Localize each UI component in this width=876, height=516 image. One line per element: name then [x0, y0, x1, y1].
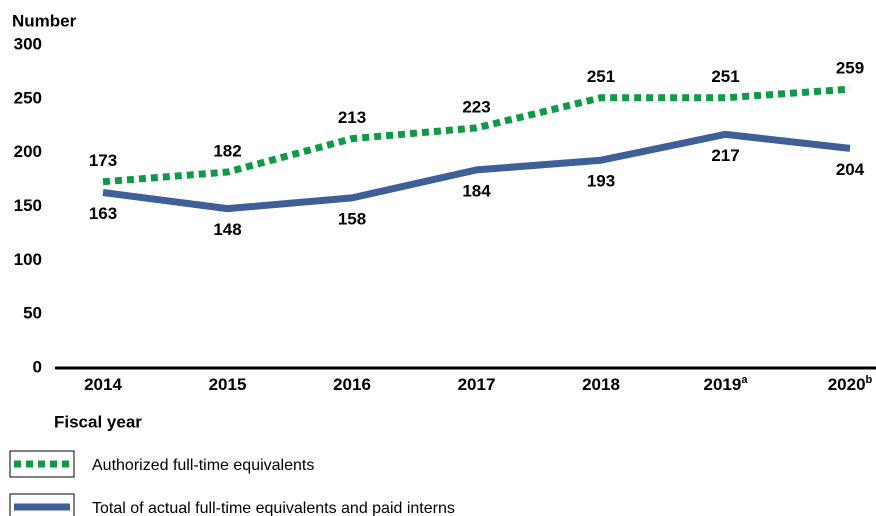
data-label: 223 — [462, 97, 490, 116]
footnote-marker: a — [741, 374, 748, 386]
legend-box — [9, 493, 75, 516]
x-tick-label: 2018 — [582, 375, 620, 394]
x-tick-text: 2015 — [209, 375, 247, 394]
data-label: 193 — [587, 172, 615, 191]
x-tick-text: 2019 — [704, 375, 742, 394]
x-tick-label: 2016 — [333, 375, 371, 394]
y-tick-label: 150 — [14, 196, 42, 215]
data-label: 251 — [711, 67, 739, 86]
data-label: 148 — [213, 220, 241, 239]
y-axis-title: Number — [12, 11, 77, 30]
legend-box — [9, 450, 75, 478]
data-label: 182 — [213, 142, 241, 161]
data-label: 184 — [462, 181, 491, 200]
legend-label: Total of actual full-time equivalents an… — [92, 500, 455, 516]
data-label: 158 — [338, 209, 366, 228]
x-tick-label: 2015 — [209, 375, 247, 394]
x-tick-label: 2019a — [704, 374, 749, 395]
x-tick-label: 2014 — [84, 375, 122, 394]
x-tick-label: 2020b — [828, 374, 873, 395]
data-label: 217 — [711, 146, 739, 165]
x-tick-label: 2017 — [458, 375, 496, 394]
x-tick-text: 2020 — [828, 375, 866, 394]
x-axis-title: Fiscal year — [54, 412, 142, 431]
legend-label: Authorized full-time equivalents — [92, 457, 314, 474]
x-tick-text: 2014 — [84, 375, 122, 394]
y-tick-label: 0 — [33, 357, 42, 376]
series-line — [102, 85, 851, 186]
y-tick-label: 50 — [23, 304, 42, 323]
x-tick-text: 2016 — [333, 375, 371, 394]
footnote-marker: b — [866, 374, 873, 386]
data-label: 251 — [587, 67, 615, 86]
y-tick-label: 100 — [14, 250, 42, 269]
data-label: 213 — [338, 108, 366, 127]
y-tick-label: 250 — [14, 88, 42, 107]
data-label: 173 — [89, 151, 117, 170]
y-tick-label: 300 — [14, 34, 42, 53]
data-label: 259 — [836, 59, 864, 78]
data-label: 163 — [89, 204, 117, 223]
series-line — [102, 130, 851, 213]
x-tick-text: 2018 — [582, 375, 620, 394]
y-tick-label: 200 — [14, 142, 42, 161]
x-tick-text: 2017 — [458, 375, 496, 394]
data-label: 204 — [836, 160, 865, 179]
